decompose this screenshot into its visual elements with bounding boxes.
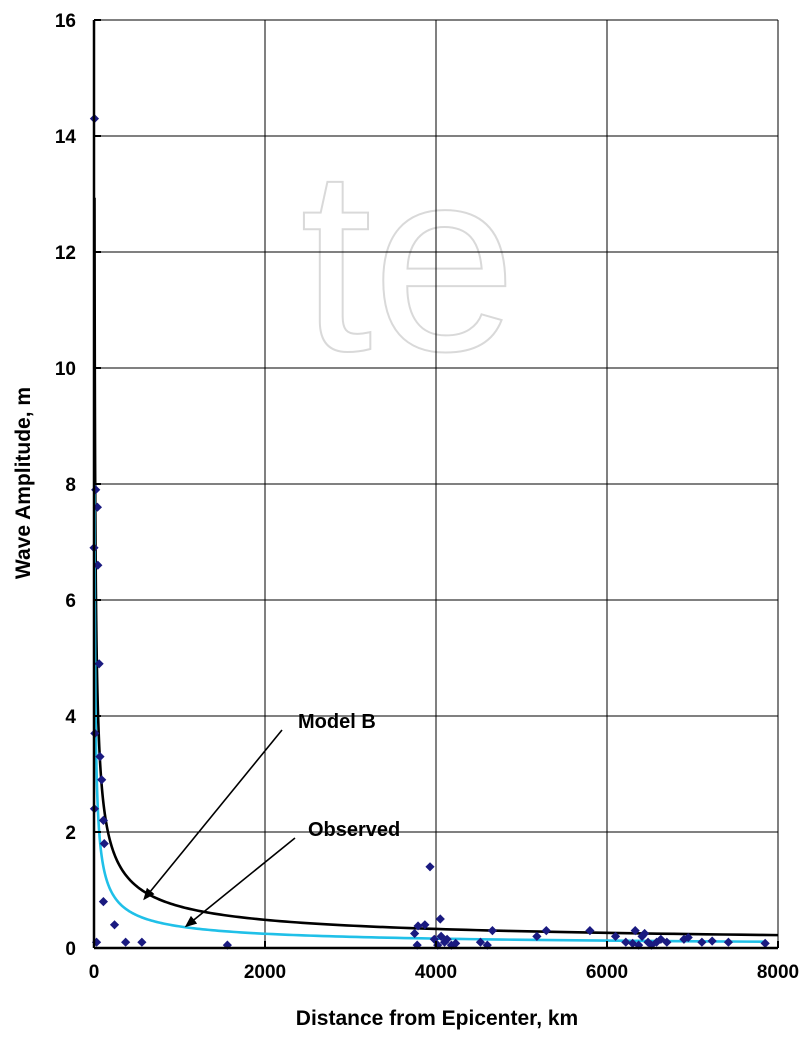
data-point bbox=[92, 502, 103, 512]
data-point bbox=[541, 926, 551, 936]
data-point bbox=[435, 914, 445, 924]
data-point bbox=[532, 931, 542, 941]
y-tick-labels: 0 2 4 6 8 10 12 14 16 bbox=[55, 11, 77, 960]
data-point bbox=[760, 938, 770, 948]
x-tick-label: 4000 bbox=[415, 962, 457, 983]
x-tick-label: 6000 bbox=[586, 962, 628, 983]
data-point bbox=[429, 934, 439, 944]
data-point bbox=[656, 934, 666, 944]
data-point bbox=[628, 938, 638, 948]
data-point bbox=[451, 938, 461, 948]
data-point bbox=[630, 926, 640, 936]
y-axis-title: Wave Amplitude, m bbox=[12, 387, 35, 579]
data-point bbox=[475, 937, 486, 947]
data-point bbox=[137, 937, 147, 947]
data-point bbox=[98, 897, 109, 907]
data-point bbox=[637, 931, 647, 941]
data-point bbox=[487, 926, 498, 936]
data-point bbox=[585, 926, 595, 936]
data-point bbox=[94, 659, 104, 669]
y-tick-label: 12 bbox=[55, 243, 76, 264]
data-point bbox=[697, 937, 707, 947]
y-tick-label: 2 bbox=[65, 823, 76, 844]
x-tick-label: 8000 bbox=[757, 962, 799, 983]
observed-label: Observed bbox=[308, 819, 400, 841]
model-b-arrow bbox=[143, 729, 283, 901]
data-point bbox=[412, 940, 422, 950]
data-point bbox=[99, 839, 109, 849]
data-point bbox=[643, 937, 653, 947]
data-point bbox=[683, 932, 693, 943]
data-point bbox=[610, 931, 621, 941]
y-tick-label: 16 bbox=[55, 11, 76, 32]
data-point bbox=[98, 815, 109, 825]
data-point bbox=[723, 937, 734, 947]
data-point bbox=[413, 921, 423, 931]
data-point bbox=[95, 752, 105, 762]
data-point bbox=[707, 936, 717, 946]
y-tick-label: 10 bbox=[55, 359, 76, 380]
data-point bbox=[410, 928, 420, 939]
data-point bbox=[482, 940, 492, 950]
data-point bbox=[121, 937, 131, 947]
grid-lines bbox=[94, 19, 779, 948]
data-points bbox=[89, 114, 770, 950]
data-point bbox=[93, 560, 103, 570]
data-point bbox=[420, 920, 430, 930]
data-point bbox=[439, 937, 450, 947]
x-tick-label: 2000 bbox=[244, 962, 286, 983]
data-point bbox=[662, 937, 672, 947]
model-b-label: Model B bbox=[298, 711, 376, 733]
y-tick-label: 14 bbox=[55, 127, 77, 148]
data-point bbox=[651, 937, 662, 947]
data-point bbox=[222, 940, 232, 950]
data-point bbox=[640, 928, 650, 939]
data-point bbox=[621, 937, 631, 947]
y-tick-label: 4 bbox=[65, 707, 76, 728]
axes bbox=[92, 19, 779, 950]
data-point bbox=[433, 940, 443, 950]
data-point bbox=[442, 934, 452, 944]
y-tick-label: 6 bbox=[65, 591, 76, 612]
data-point bbox=[634, 940, 644, 950]
observed-curve bbox=[93, 482, 766, 944]
observed-arrow bbox=[184, 837, 296, 928]
data-point bbox=[425, 862, 435, 872]
y-tick-label: 8 bbox=[65, 475, 76, 496]
data-point bbox=[91, 485, 101, 495]
x-tick-labels: 0 2000 4000 6000 8000 bbox=[89, 962, 799, 983]
watermark: te bbox=[300, 116, 517, 406]
annotations: Model B Observed bbox=[143, 711, 400, 928]
data-point bbox=[97, 775, 107, 785]
x-tick-label: 0 bbox=[89, 962, 100, 983]
data-point bbox=[109, 920, 120, 930]
y-tick-label: 0 bbox=[65, 939, 76, 960]
x-axis-title: Distance from Epicenter, km bbox=[296, 1007, 578, 1030]
